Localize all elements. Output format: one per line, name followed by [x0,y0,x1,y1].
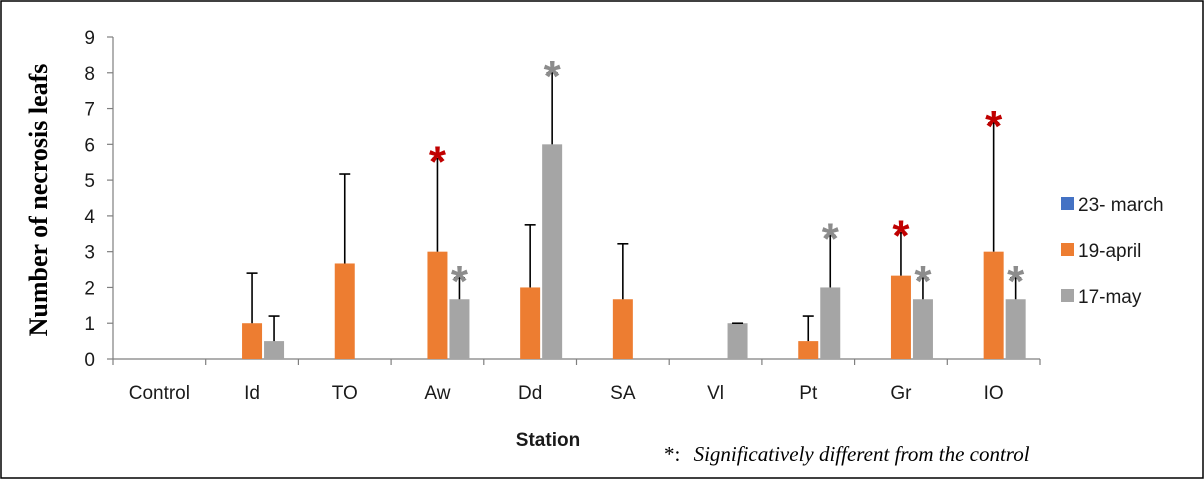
significance-star: * [914,257,932,306]
significance-star: * [1007,257,1025,306]
error-bars-layer [246,71,1022,342]
bar [1005,299,1026,359]
x-category-label: SA [610,383,636,404]
y-tick-label: 9 [84,28,95,49]
significance-star: * [451,257,469,306]
legend-swatch [1061,243,1074,256]
x-category-label: Dd [518,383,542,404]
significance-star: * [985,102,1003,151]
x-category-label: Id [244,383,260,404]
bar [520,287,541,359]
x-category-label: Aw [424,383,450,404]
bar [264,341,285,359]
bar [820,287,841,359]
x-category-label: Vl [707,383,724,404]
y-tick-label: 6 [84,135,95,156]
significance-star: * [892,212,910,261]
x-category-labels: Control Id TO Aw Dd SA Vl Pt Gr IO [129,383,1004,404]
significance-star: * [822,215,840,264]
legend: 23- march 19-april 17-may [1061,195,1164,308]
y-tick-label: 3 [84,243,95,264]
legend-label: 17-may [1078,287,1142,308]
y-tick-label: 5 [84,171,95,192]
legend-label: 23- march [1078,195,1164,216]
significance-markers-layer: ******* * [429,52,1025,306]
legend-swatch [1061,197,1074,210]
significance-star: * [429,138,447,187]
legend-swatch [1061,289,1074,302]
y-tick-label: 8 [84,64,95,85]
bars-layer [242,144,1026,359]
y-tick-label: 0 [84,350,95,371]
y-axis-title: Number of necrosis leafs [24,64,53,337]
bar [890,275,911,359]
bar [912,299,933,359]
x-category-label: Control [129,383,190,404]
x-axis-title: Station [516,430,580,451]
y-tick-label: 2 [84,278,95,299]
bar [983,251,1004,359]
bar [727,323,748,359]
y-tick-label: 7 [84,100,95,121]
y-tick-labels: 0 1 2 3 4 5 6 7 8 9 [84,28,95,371]
x-category-label: TO [332,383,358,404]
significance-star: * [544,52,562,101]
significance-note-text: Significatively different from the contr… [694,442,1030,466]
bar [242,323,263,359]
legend-label: 19-april [1078,241,1141,262]
bar [449,299,470,359]
y-tick-label: 4 [84,207,95,228]
significance-note: *: Significatively different from the co… [664,442,1030,466]
y-tick-label: 1 [84,314,95,335]
bar [612,299,633,359]
x-category-label: IO [984,383,1004,404]
x-category-label: Gr [890,383,912,404]
bar [427,251,448,359]
significance-note-symbol: *: [664,442,680,466]
bar [798,341,819,359]
bar [334,263,355,359]
bar [542,144,563,359]
x-category-label: Pt [799,383,818,404]
